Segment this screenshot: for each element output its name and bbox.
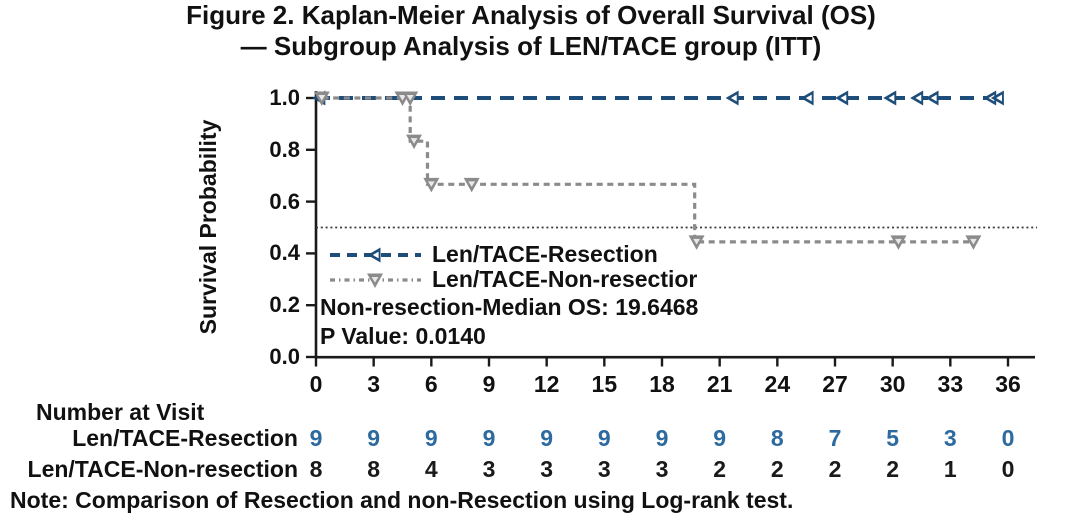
figure-title: Figure 2. Kaplan-Meier Analysis of Overa… bbox=[0, 0, 1062, 62]
risk-count: 9 bbox=[309, 425, 323, 451]
x-tick-label: 18 bbox=[649, 371, 675, 397]
risk-count: 9 bbox=[713, 425, 727, 451]
y-tick-label: 0.8 bbox=[269, 136, 300, 162]
risk-count: 7 bbox=[828, 425, 842, 451]
x-tick-label: 21 bbox=[706, 371, 733, 397]
median-os-annotation: Non-resection-Median OS: 19.6468 bbox=[320, 294, 699, 320]
risk-count: 3 bbox=[655, 456, 669, 482]
risk-table-header: Number at Visit bbox=[36, 399, 205, 425]
risk-count: 1 bbox=[943, 456, 957, 482]
x-tick-label: 6 bbox=[424, 371, 438, 397]
legend-entry-resection: Len/TACE-Resection bbox=[328, 241, 697, 267]
legend-label-non-resection: Len/TACE-Non-resectior bbox=[432, 266, 698, 292]
risk-count: 3 bbox=[943, 425, 957, 451]
risk-count: 0 bbox=[1001, 456, 1015, 482]
risk-count: 8 bbox=[770, 425, 784, 451]
p-value-annotation: P Value: 0.0140 bbox=[320, 323, 486, 349]
resection-line-sample bbox=[330, 247, 421, 262]
risk-count: 9 bbox=[655, 425, 669, 451]
risk-count: 2 bbox=[770, 456, 784, 482]
legend-label-resection: Len/TACE-Resection bbox=[432, 241, 658, 267]
y-tick-label: 0.0 bbox=[269, 344, 300, 369]
figure-title-line2: — Subgroup Analysis of LEN/TACE group (I… bbox=[240, 31, 822, 61]
risk-count: 9 bbox=[540, 425, 554, 451]
risk-count: 8 bbox=[367, 456, 381, 482]
x-tick-label: 36 bbox=[995, 371, 1021, 397]
x-tick-label: 12 bbox=[533, 371, 560, 397]
legend: Len/TACE-Resection Len/TACE-Non-resectio… bbox=[328, 241, 698, 292]
risk-count: 3 bbox=[597, 456, 611, 482]
risk-count: 0 bbox=[1001, 425, 1015, 451]
y-tick-label: 1.0 bbox=[269, 85, 300, 110]
x-tick-label: 0 bbox=[309, 371, 323, 397]
risk-count: 2 bbox=[828, 456, 842, 482]
x-tick-label: 9 bbox=[482, 371, 496, 397]
risk-count: 3 bbox=[482, 456, 496, 482]
x-tick-label: 33 bbox=[937, 371, 964, 397]
x-tick-label: 27 bbox=[822, 371, 848, 397]
y-tick-label: 0.6 bbox=[269, 188, 300, 214]
risk-count: 9 bbox=[367, 425, 381, 451]
risk-row-label-non-resection: Len/TACE-Non-resection bbox=[27, 456, 298, 482]
risk-count: 3 bbox=[540, 456, 554, 482]
x-tick-label: 24 bbox=[764, 371, 791, 397]
y-tick-label: 0.4 bbox=[269, 240, 300, 266]
risk-count: 4 bbox=[424, 456, 438, 482]
risk-count: 2 bbox=[886, 456, 900, 482]
non-resection-line-sample bbox=[330, 273, 421, 288]
risk-count: 8 bbox=[309, 456, 323, 482]
risk-count: 9 bbox=[482, 425, 496, 451]
x-tick-label: 15 bbox=[591, 371, 618, 397]
x-tick-label: 3 bbox=[367, 371, 381, 397]
y-tick-label: 0.2 bbox=[269, 292, 300, 318]
risk-count: 9 bbox=[424, 425, 438, 451]
risk-row-label-resection: Len/TACE-Resection bbox=[72, 425, 298, 451]
x-tick-label: 30 bbox=[879, 371, 906, 397]
risk-count: 2 bbox=[713, 456, 727, 482]
stat-annotations: Non-resection-Median OS: 19.6468 P Value… bbox=[320, 293, 698, 351]
risk-count: 9 bbox=[597, 425, 611, 451]
figure-title-line1: Figure 2. Kaplan-Meier Analysis of Overa… bbox=[186, 0, 876, 30]
legend-entry-non-resection: Len/TACE-Non-resectior bbox=[328, 266, 698, 292]
risk-count: 5 bbox=[886, 425, 900, 451]
figure-note: Note: Comparison of Resection and non-Re… bbox=[10, 487, 794, 513]
